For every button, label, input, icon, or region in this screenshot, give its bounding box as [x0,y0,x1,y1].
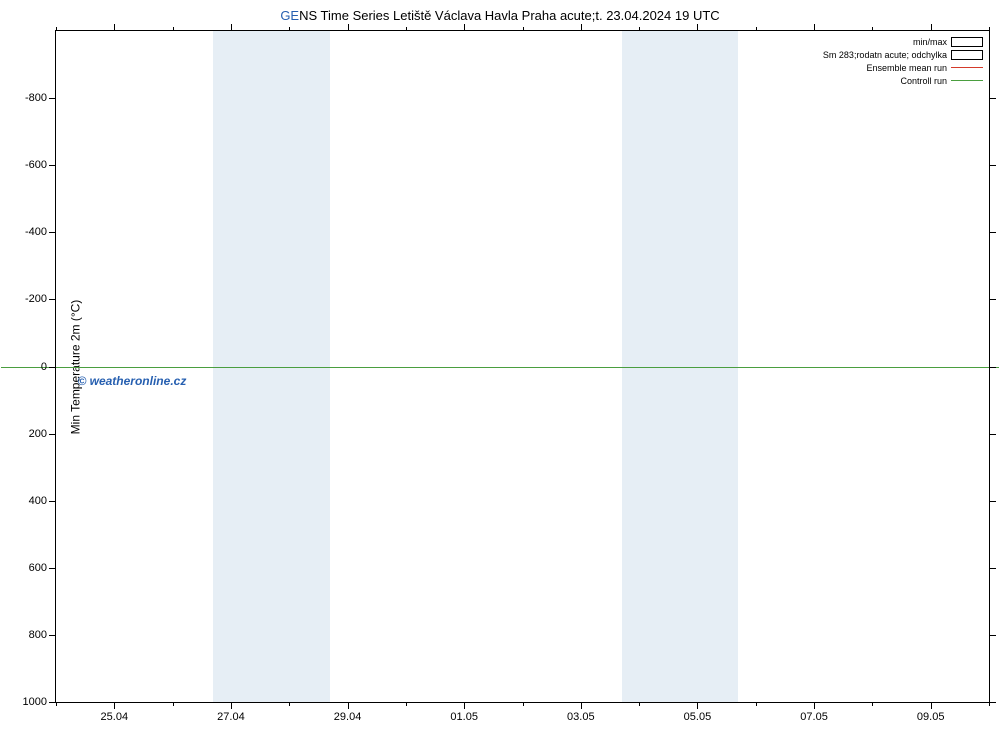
x-tick-label: 29.04 [334,702,362,723]
legend-label: Controll run [900,76,947,86]
x-tick-top [581,24,582,31]
y-tick-right [989,702,996,703]
legend-label: Sm 283;rodatn acute; odchylka [823,50,947,60]
x-tick-label: 05.05 [684,702,712,723]
x-tick-minor-top [756,27,757,31]
y-tick-right [989,568,996,569]
zero-line [1,367,999,368]
y-tick-label: -600 [25,159,56,171]
chart-container: GENS Time Series Letiště Václava Havla P… [0,0,1000,733]
plot-area: min/max Sm 283;rodatn acute; odchylka Ense… [55,30,990,703]
x-tick-top [814,24,815,31]
y-tick-label: 0 [41,361,56,373]
x-tick-top [697,24,698,31]
y-tick-right [989,367,996,368]
x-tick-minor-top [289,27,290,31]
watermark: © weatheronline.cz [77,374,186,388]
x-tick-top [231,24,232,31]
x-tick-minor [289,702,290,706]
x-tick-minor [639,702,640,706]
x-tick-label: 09.05 [917,702,945,723]
legend-row: Sm 283;rodatn acute; odchylka [823,48,983,61]
y-tick-right [989,98,996,99]
legend-label: Ensemble mean run [866,63,947,73]
x-tick-minor [756,702,757,706]
x-tick-top [114,24,115,31]
x-tick-top [348,24,349,31]
y-tick-label: 1000 [23,696,56,708]
x-tick-minor [406,702,407,706]
x-tick-minor [173,702,174,706]
legend-line [951,67,983,68]
x-tick-top [464,24,465,31]
legend-swatch [951,50,983,60]
y-tick-label: 800 [29,629,56,641]
x-tick-minor-top [872,27,873,31]
y-tick-right [989,635,996,636]
x-tick-minor-top [173,27,174,31]
y-tick-right [989,299,996,300]
x-tick-minor-top [56,27,57,31]
x-tick-minor [872,702,873,706]
x-tick-minor-top [639,27,640,31]
x-tick-label: 27.04 [217,702,245,723]
x-tick-minor [523,702,524,706]
y-tick-label: 200 [29,428,56,440]
x-tick-minor [989,702,990,706]
y-tick-label: 400 [29,495,56,507]
x-tick-minor-top [406,27,407,31]
x-tick-label: 03.05 [567,702,595,723]
y-tick-label: -400 [25,226,56,238]
legend-line [951,80,983,81]
y-tick-label: -200 [25,293,56,305]
x-tick-label: 07.05 [800,702,828,723]
legend-row: Controll run [823,74,983,87]
legend-row: Ensemble mean run [823,61,983,74]
chart-title: GENS Time Series Letiště Václava Havla P… [0,8,1000,23]
x-tick-label: 25.04 [101,702,129,723]
y-tick-right [989,434,996,435]
x-tick-top [931,24,932,31]
legend-swatch [951,37,983,47]
y-tick-label: -800 [25,92,56,104]
y-tick-right [989,501,996,502]
y-tick-right [989,165,996,166]
legend-row: min/max [823,35,983,48]
y-tick-label: 600 [29,562,56,574]
x-tick-minor-top [523,27,524,31]
x-tick-label: 01.05 [450,702,478,723]
y-tick-right [989,232,996,233]
legend-label: min/max [913,37,947,47]
x-tick-minor [56,702,57,706]
legend: min/max Sm 283;rodatn acute; odchylka Ense… [823,35,983,87]
x-tick-minor-top [989,27,990,31]
